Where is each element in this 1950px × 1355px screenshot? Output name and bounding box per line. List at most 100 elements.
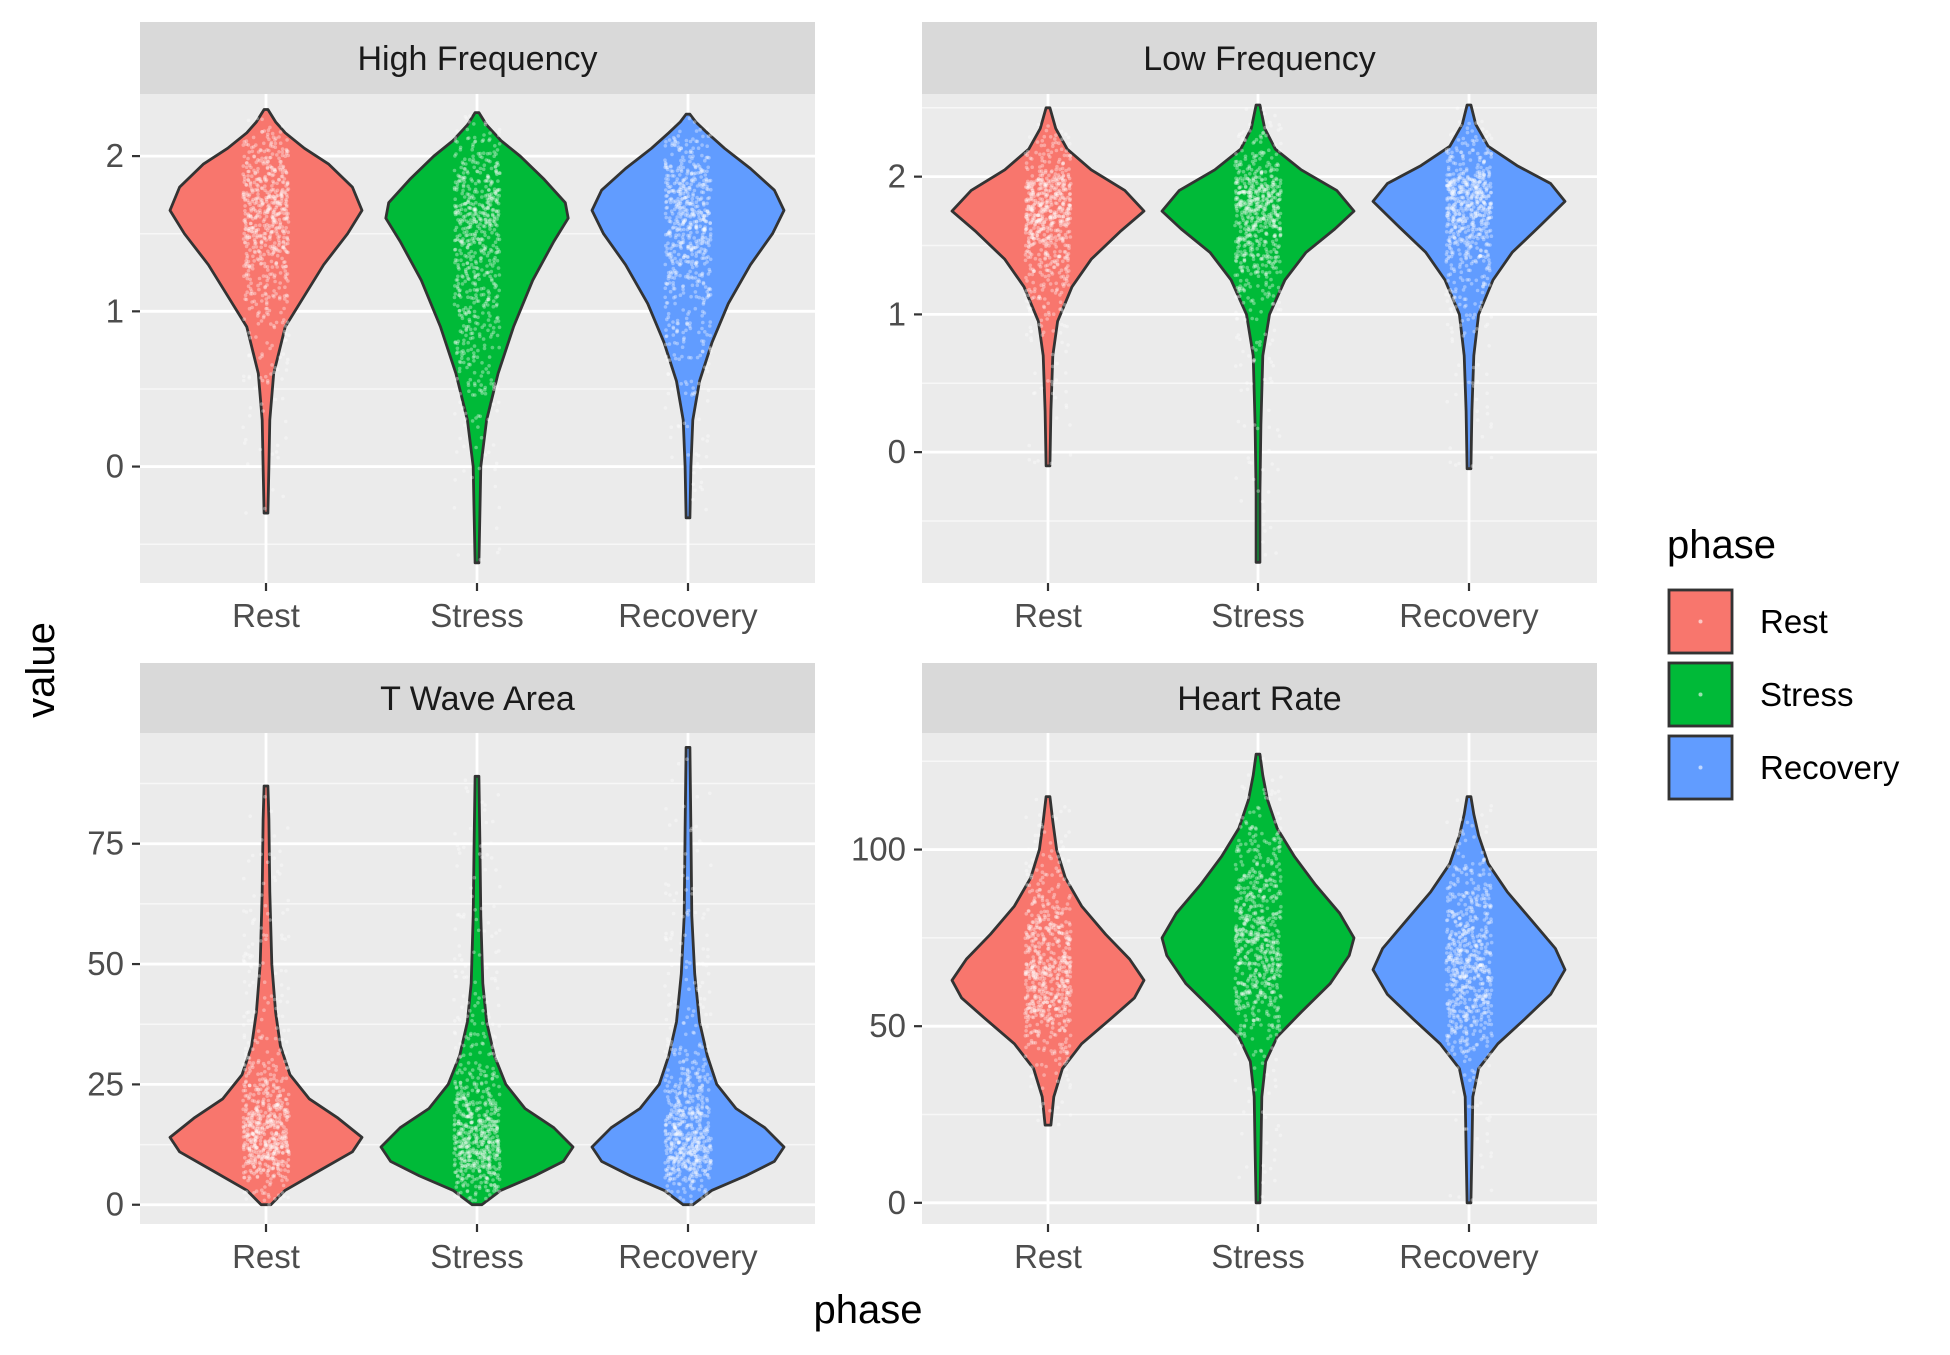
- jitter-point: [1024, 231, 1028, 235]
- jitter-point: [473, 908, 477, 912]
- jitter-point: [1259, 257, 1263, 261]
- jitter-point: [669, 165, 673, 169]
- jitter-point: [287, 1152, 291, 1156]
- jitter-point: [496, 251, 500, 255]
- jitter-point: [1471, 148, 1475, 152]
- jitter-point: [273, 168, 277, 172]
- jitter-point: [256, 1061, 260, 1065]
- jitter-point: [266, 166, 270, 170]
- jitter-point: [691, 203, 695, 207]
- jitter-point: [667, 186, 671, 190]
- jitter-point: [1254, 208, 1258, 212]
- jitter-point: [246, 157, 250, 161]
- jitter-point: [1474, 212, 1478, 216]
- jitter-point: [247, 284, 251, 288]
- jitter-point: [260, 838, 264, 842]
- jitter-point: [680, 162, 684, 166]
- jitter-point: [689, 295, 693, 299]
- jitter-point: [478, 240, 482, 244]
- jitter-point: [261, 409, 265, 413]
- jitter-point: [453, 412, 457, 416]
- jitter-point: [1047, 235, 1051, 239]
- jitter-point: [1064, 233, 1068, 237]
- jitter-point: [495, 246, 499, 250]
- jitter-point: [276, 236, 280, 240]
- jitter-point: [1462, 162, 1466, 166]
- jitter-point: [278, 1116, 282, 1120]
- jitter-point: [1254, 265, 1258, 269]
- jitter-point: [271, 1120, 275, 1124]
- jitter-point: [481, 139, 485, 143]
- jitter-point: [697, 331, 701, 335]
- jitter-point: [490, 167, 494, 171]
- jitter-point: [1472, 139, 1476, 143]
- jitter-point: [1462, 172, 1466, 176]
- jitter-point: [1237, 186, 1241, 190]
- jitter-point: [1058, 205, 1062, 209]
- jitter-point: [702, 253, 706, 257]
- jitter-point: [473, 327, 477, 331]
- jitter-point: [457, 267, 461, 271]
- jitter-point: [272, 370, 276, 374]
- jitter-point: [1250, 382, 1254, 386]
- jitter-point: [1254, 224, 1258, 228]
- jitter-point: [1249, 246, 1253, 250]
- jitter-point: [1258, 343, 1262, 347]
- jitter-point: [1462, 188, 1466, 192]
- jitter-point: [242, 1130, 246, 1134]
- jitter-point: [268, 245, 272, 249]
- jitter-point: [1025, 289, 1029, 293]
- jitter-point: [468, 311, 472, 315]
- jitter-point: [663, 166, 667, 170]
- jitter-point: [1051, 365, 1055, 369]
- jitter-point: [669, 436, 673, 440]
- jitter-point: [246, 1143, 250, 1147]
- jitter-point: [691, 197, 695, 201]
- jitter-point: [1466, 184, 1470, 188]
- jitter-point: [1481, 291, 1485, 295]
- jitter-point: [1452, 281, 1456, 285]
- jitter-point: [1259, 238, 1263, 242]
- jitter-point: [1063, 256, 1067, 260]
- jitter-point: [249, 1092, 253, 1096]
- jitter-point: [248, 1122, 252, 1126]
- jitter-point: [483, 163, 487, 167]
- jitter-point: [1268, 342, 1272, 346]
- jitter-point: [458, 392, 462, 396]
- jitter-point: [269, 1073, 273, 1077]
- jitter-point: [673, 190, 677, 194]
- jitter-point: [474, 293, 478, 297]
- jitter-point: [482, 224, 486, 228]
- jitter-point: [489, 335, 493, 339]
- jitter-point: [455, 278, 459, 282]
- jitter-point: [1245, 212, 1249, 216]
- jitter-point: [286, 1000, 290, 1004]
- jitter-point: [471, 1169, 475, 1173]
- jitter-point: [495, 971, 499, 975]
- jitter-point: [665, 206, 669, 210]
- jitter-point: [1033, 391, 1037, 395]
- jitter-point: [262, 1062, 266, 1066]
- jitter-point: [262, 1169, 266, 1173]
- jitter-point: [486, 152, 490, 156]
- jitter-point: [492, 150, 496, 154]
- jitter-point: [1067, 217, 1071, 221]
- jitter-point: [280, 257, 284, 261]
- jitter-point: [1243, 244, 1247, 248]
- jitter-point: [1241, 265, 1245, 269]
- jitter-point: [1480, 223, 1484, 227]
- jitter-point: [1243, 259, 1247, 263]
- jitter-point: [260, 1157, 264, 1161]
- jitter-point: [280, 1104, 284, 1108]
- jitter-point: [458, 1042, 462, 1046]
- jitter-point: [1489, 155, 1493, 159]
- jitter-point: [1239, 225, 1243, 229]
- jitter-point: [271, 294, 275, 298]
- jitter-point: [265, 1120, 269, 1124]
- jitter-point: [1255, 318, 1259, 322]
- jitter-point: [464, 417, 468, 421]
- jitter-point: [465, 255, 469, 259]
- jitter-point: [466, 295, 470, 299]
- jitter-point: [283, 330, 287, 334]
- jitter-point: [1243, 318, 1247, 322]
